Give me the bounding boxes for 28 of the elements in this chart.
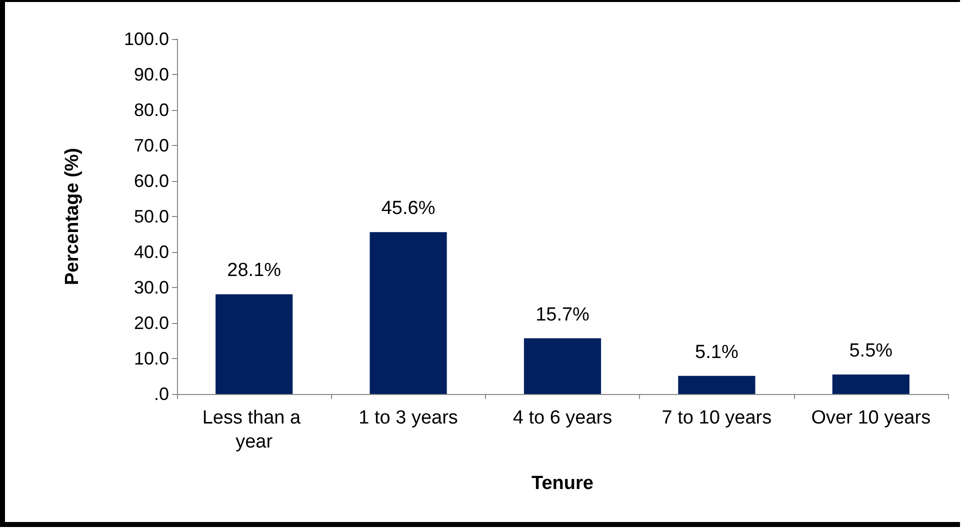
y-axis-title: Percentage (%): [62, 148, 83, 286]
y-tick-label: 30.0: [134, 278, 169, 298]
x-axis-title: Tenure: [532, 473, 594, 494]
data-label: 45.6%: [381, 198, 436, 220]
data-label: 28.1%: [227, 260, 282, 282]
y-tick-label: 10.0: [134, 348, 169, 368]
y-tick-label: 90.0: [134, 64, 169, 84]
y-tick-label: 70.0: [134, 136, 169, 156]
y-tick-label: 40.0: [134, 242, 169, 262]
data-label: 5.5%: [849, 340, 893, 362]
bar: [832, 374, 910, 394]
y-tick-label: 20.0: [134, 313, 169, 333]
y-tick-label: 80.0: [134, 100, 169, 120]
x-tick-label: 4 to 6 years: [512, 408, 612, 428]
x-tick-label: 1 to 3 years: [358, 408, 458, 428]
bar: [678, 376, 756, 394]
y-tick-label: 60.0: [134, 171, 169, 191]
y-tick-label: 100.0: [124, 29, 169, 49]
x-tick-label: Less than a year: [202, 408, 306, 452]
data-label: 15.7%: [536, 304, 590, 326]
data-label: 5.1%: [695, 342, 738, 363]
x-tick-label: 7 to 10 years: [662, 408, 772, 428]
bar: [370, 232, 447, 394]
bar: [524, 338, 602, 394]
y-tick-label: .0: [154, 384, 169, 404]
y-tick-label: 50.0: [134, 206, 169, 226]
bar: [216, 294, 293, 394]
x-tick-label: Over 10 years: [811, 408, 931, 428]
